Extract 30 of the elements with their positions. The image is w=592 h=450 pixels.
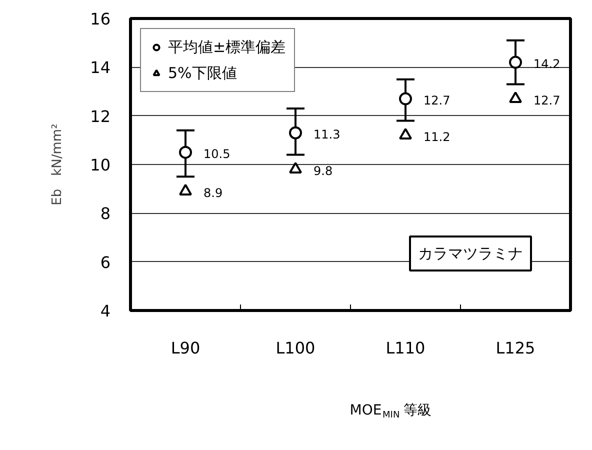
data-label: 11.3: [314, 127, 340, 142]
point: [399, 92, 412, 106]
legend-label: 平均値±標準偏差: [168, 38, 286, 56]
data-label: 10.5: [204, 146, 230, 161]
point: [509, 91, 522, 103]
point: [289, 126, 302, 140]
data-label: 11.2: [424, 130, 450, 144]
data-label: 12.7: [424, 93, 450, 108]
point: [179, 184, 192, 196]
point: [289, 162, 302, 174]
x-tick-label: L110: [386, 338, 426, 358]
data-label: 12.7: [534, 93, 560, 108]
y-tick-label: 4: [100, 302, 111, 320]
annotation: カラマツラミナ: [418, 244, 523, 262]
point: [179, 146, 192, 159]
x-tick-label: L100: [276, 338, 316, 358]
point: [509, 56, 522, 69]
y-tick-label: 14: [90, 58, 110, 78]
y-tick-label: 16: [90, 10, 110, 28]
point: [399, 128, 412, 140]
x-tick-label: L90: [170, 338, 200, 358]
y-tick-label: 6: [100, 252, 111, 272]
data-label: 8.9: [204, 186, 223, 200]
x-tick-label: L125: [496, 338, 536, 358]
y-axis-title: Eb kN/mm²: [50, 124, 66, 206]
y-tick-label: 10: [90, 156, 110, 174]
data-label: 9.8: [314, 164, 333, 178]
y-tick-label: 8: [100, 204, 111, 224]
y-tick-label: 12: [90, 106, 110, 126]
legend-label: 5%下限値: [168, 64, 237, 82]
